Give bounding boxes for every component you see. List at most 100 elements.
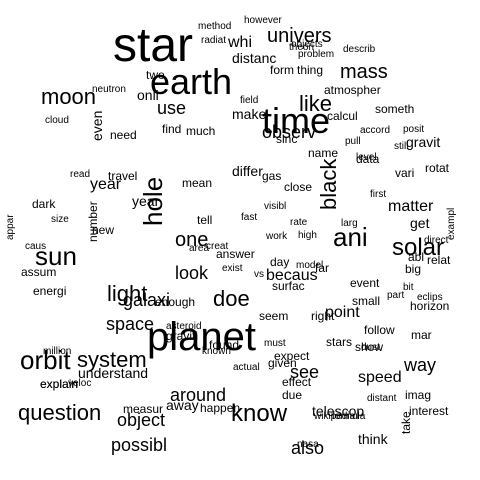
cloud-word: method: [198, 21, 232, 32]
cloud-word: point: [325, 304, 360, 321]
cloud-word: describ: [343, 44, 376, 55]
cloud-word: appar: [5, 214, 16, 240]
cloud-word: horizon: [410, 299, 450, 313]
cloud-word: travel: [108, 169, 138, 183]
cloud-word: new: [92, 223, 115, 237]
cloud-word: differ: [232, 163, 263, 179]
cloud-word: model: [296, 260, 324, 271]
cloud-word: pull: [345, 136, 361, 147]
cloud-word: possibl: [111, 435, 168, 455]
cloud-word: speed: [358, 369, 402, 386]
cloud-word: doe: [213, 286, 250, 311]
cloud-word: event: [350, 276, 380, 290]
cloud-word: space: [106, 314, 155, 334]
cloud-word: enough: [155, 295, 196, 309]
cloud-word: asteroid: [166, 321, 202, 332]
cloud-word: galaxi: [123, 290, 171, 310]
cloud-word: larg: [341, 218, 358, 229]
cloud-word: light: [107, 281, 148, 306]
cloud-word: understand: [78, 365, 149, 381]
cloud-word: much: [186, 124, 216, 138]
cloud-word: onli: [137, 87, 159, 103]
cloud-word: away: [166, 397, 199, 413]
cloud-word: actual: [233, 362, 260, 373]
cloud-word: two: [146, 68, 165, 82]
cloud-word: take: [399, 411, 413, 434]
cloud-word: atmospher: [324, 83, 381, 97]
cloud-word: also: [291, 438, 325, 458]
cloud-word: cloud: [45, 115, 69, 126]
cloud-word: seem: [259, 309, 289, 323]
cloud-word: however: [244, 15, 282, 26]
cloud-word: solar: [392, 234, 445, 261]
cloud-word: gas: [262, 169, 282, 183]
cloud-word: million: [43, 346, 72, 357]
cloud-word: rotat: [425, 161, 450, 175]
cloud-word: assum: [21, 265, 57, 279]
cloud-word: relat: [427, 253, 451, 267]
cloud-word: vari: [395, 166, 415, 180]
cloud-word: known: [202, 346, 231, 357]
cloud-word: far: [315, 261, 330, 275]
cloud-word: tell: [197, 213, 213, 227]
cloud-word: way: [404, 355, 437, 375]
cloud-word: answer: [216, 247, 255, 261]
cloud-word: surfac: [272, 279, 305, 293]
cloud-word: graviti: [166, 329, 199, 343]
cloud-word: interest: [409, 404, 449, 418]
cloud-word: eclips: [417, 292, 443, 303]
cloud-word: distanc: [232, 50, 277, 66]
cloud-word: someth: [375, 102, 415, 116]
cloud-word: year: [132, 193, 160, 209]
cloud-word: time: [262, 100, 331, 141]
cloud-word: right: [311, 309, 335, 323]
cloud-word: dark: [32, 197, 56, 211]
cloud-word: level: [356, 152, 377, 163]
cloud-word: data: [356, 152, 380, 166]
cloud-word: visibl: [264, 201, 287, 212]
cloud-word: fast: [241, 212, 258, 223]
cloud-word: number: [86, 201, 100, 242]
cloud-word: energi: [33, 284, 67, 298]
cloud-word: theori: [289, 42, 315, 53]
cloud-word: neutron: [92, 84, 126, 95]
cloud-word: work: [266, 231, 288, 242]
cloud-word: bit: [403, 282, 414, 293]
cloud-word: matter: [388, 198, 434, 215]
cloud-word: formula: [332, 411, 366, 422]
cloud-word: size: [51, 214, 69, 225]
cloud-word: distant: [367, 393, 397, 404]
cloud-word: close: [284, 180, 313, 194]
cloud-word: happen: [200, 401, 241, 415]
cloud-word: high: [298, 230, 317, 241]
cloud-word: day: [270, 255, 290, 269]
cloud-word: planet: [147, 315, 256, 359]
cloud-word: effect: [282, 375, 312, 389]
cloud-word: gravit: [406, 134, 441, 150]
cloud-word: question: [18, 400, 102, 425]
cloud-word: exampl: [446, 207, 457, 240]
cloud-word: mass: [340, 61, 388, 83]
cloud-word: part: [387, 290, 405, 301]
cloud-word: imag: [405, 388, 432, 402]
cloud-word: expect: [274, 349, 310, 363]
cloud-word: caus: [25, 241, 47, 252]
cloud-word: posit: [403, 124, 425, 135]
cloud-word: direct: [424, 235, 449, 246]
cloud-word: moon: [41, 84, 97, 109]
cloud-word: name: [308, 146, 339, 160]
cloud-word: must: [264, 338, 286, 349]
cloud-word: univers: [267, 25, 332, 47]
cloud-word: still: [394, 141, 409, 152]
cloud-word: star: [113, 19, 194, 72]
cloud-word: ani: [333, 222, 368, 252]
cloud-word: observ: [262, 122, 317, 142]
cloud-word: read: [70, 169, 91, 180]
cloud-word: get: [410, 215, 430, 231]
cloud-word: black: [316, 158, 341, 210]
cloud-word: make: [232, 106, 267, 122]
cloud-word: becaus: [266, 267, 318, 284]
cloud-word: stars: [326, 335, 353, 349]
cloud-word: sinc: [276, 132, 298, 146]
